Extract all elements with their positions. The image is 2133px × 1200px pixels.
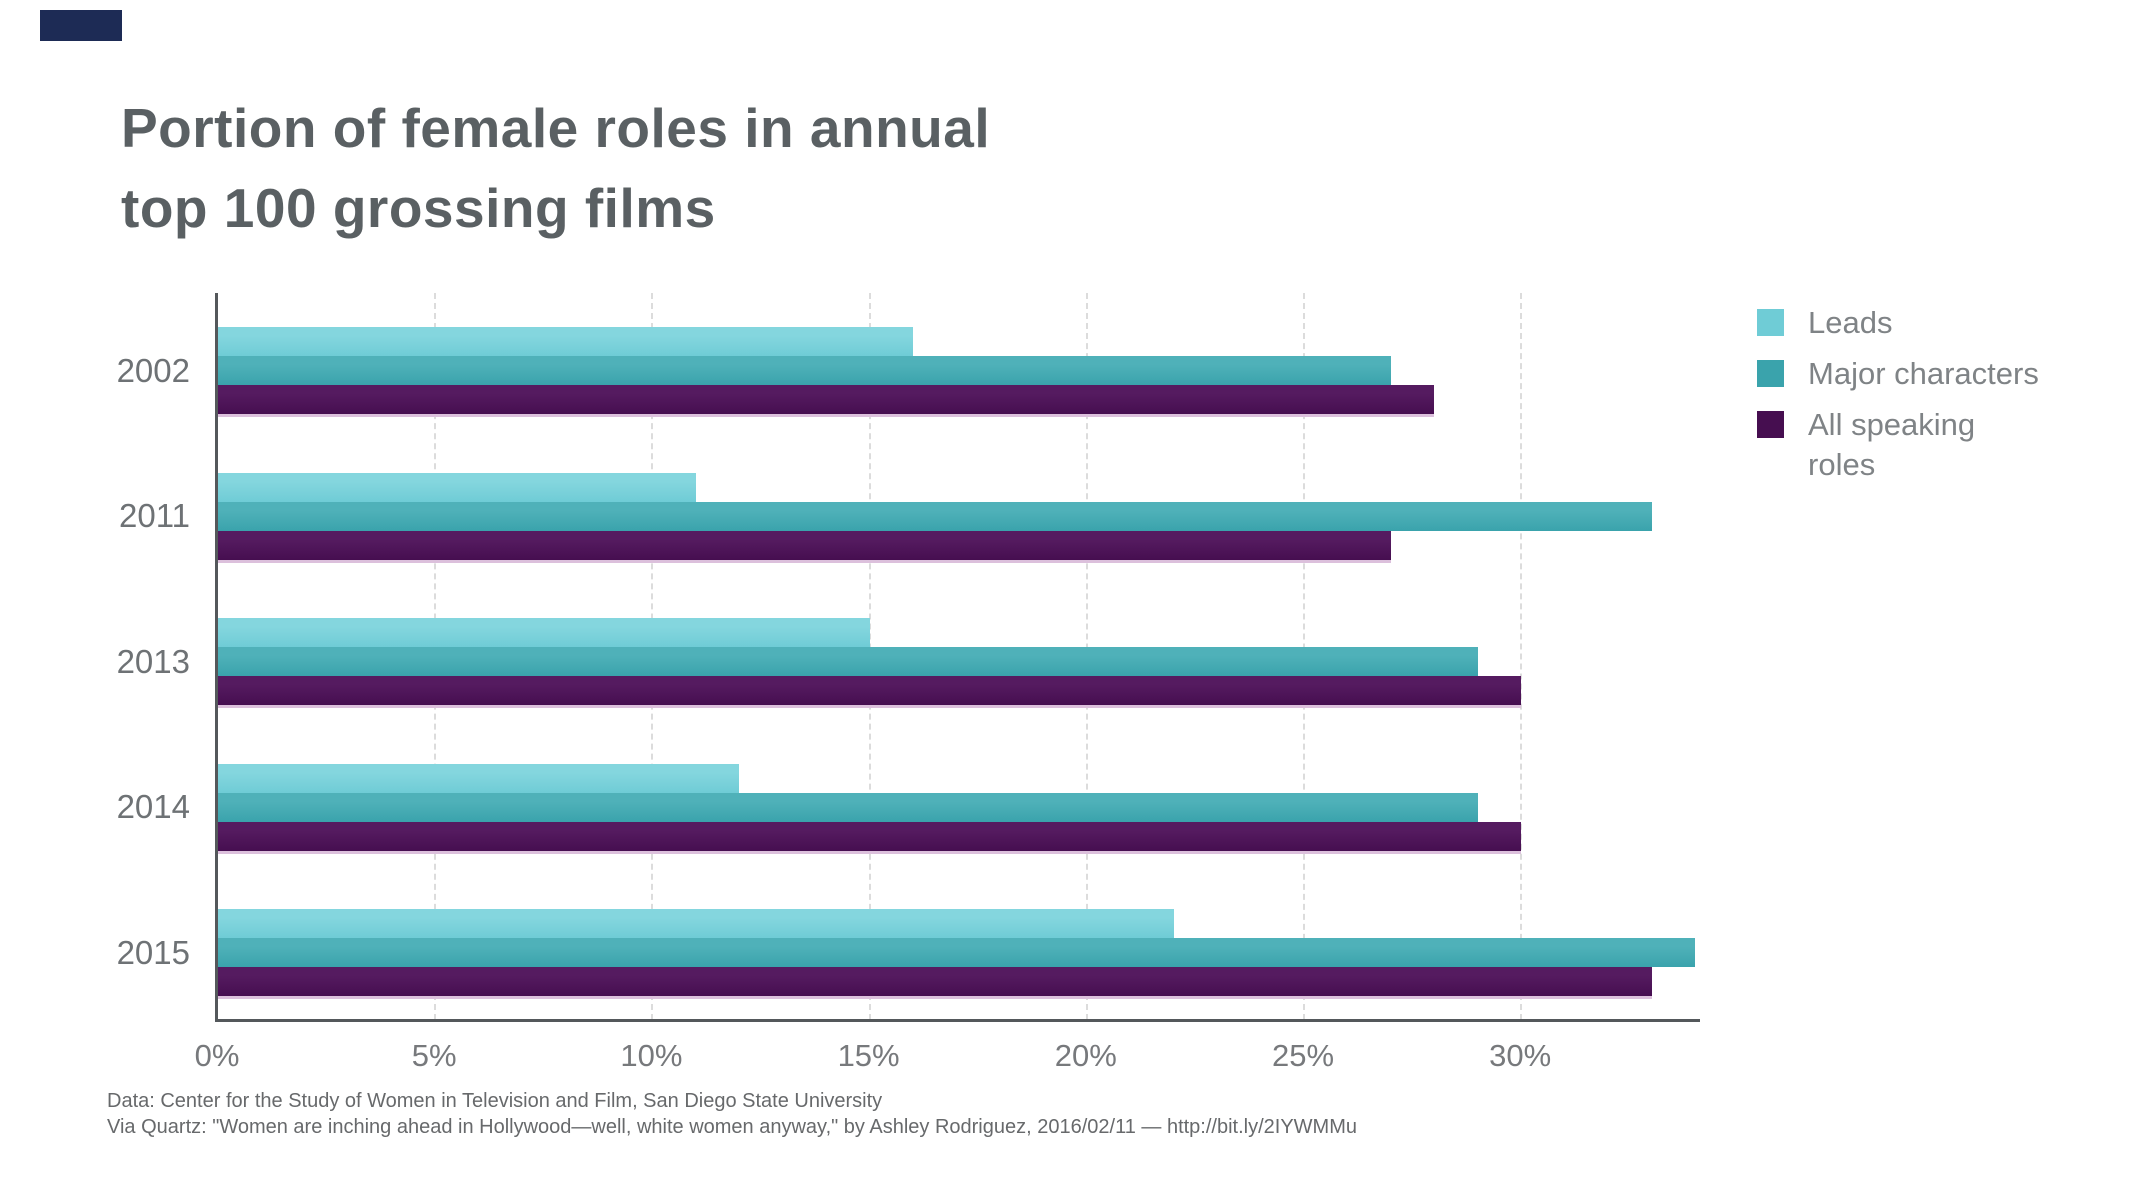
x-tick-label-30pct: 30% <box>1489 1038 1552 1073</box>
corner-accent-rectangle <box>40 10 122 41</box>
chart-legend: Leads Major characters All speaking role… <box>1757 303 2039 496</box>
legend-swatch-leads <box>1757 309 1784 336</box>
legend-label-all-speaking-roles: All speaking roles <box>1808 405 1975 485</box>
legend-label-major-characters: Major characters <box>1808 356 2039 391</box>
bar-2011-all-speaking-roles <box>218 531 1391 560</box>
bar-2014-all-speaking-roles <box>218 822 1521 851</box>
bar-2013-leads <box>218 618 870 647</box>
bar-2011-leads <box>218 473 696 502</box>
source-note-line-2: Via Quartz: "Women are inching ahead in … <box>107 1116 1357 1138</box>
legend-label-all-speaking-line-2: roles <box>1808 447 1876 482</box>
category-label-2011: 2011 <box>119 497 190 534</box>
legend-item-all-speaking-roles: All speaking roles <box>1757 405 2039 485</box>
legend-item-leads: Leads <box>1757 303 2039 343</box>
gridline-30pct <box>1520 293 1523 1020</box>
bar-2013-major-characters <box>218 647 1478 676</box>
bar-2014-leads <box>218 764 739 793</box>
bar-2015-major-characters <box>218 938 1695 967</box>
bar-2015-leads <box>218 909 1174 938</box>
legend-label-leads: Leads <box>1808 305 1893 340</box>
y-axis-line <box>215 293 218 1022</box>
x-axis-line <box>215 1019 1700 1022</box>
bar-2011-major-characters <box>218 502 1652 531</box>
category-label-2014: 2014 <box>116 788 190 825</box>
x-tick-label-5pct: 5% <box>411 1038 457 1073</box>
source-note-line-1: Data: Center for the Study of Women in T… <box>107 1090 883 1112</box>
category-label-2015: 2015 <box>116 934 190 971</box>
bar-2002-all-speaking-roles <box>218 385 1434 414</box>
x-tick-label-15pct: 15% <box>837 1038 900 1073</box>
page-title-line-1: Portion of female roles in annual <box>121 97 991 159</box>
source-note: Data: Center for the Study of Women in T… <box>107 1088 1357 1140</box>
page-title-line-2: top 100 grossing films <box>121 177 716 239</box>
bar-2014-major-characters <box>218 793 1478 822</box>
legend-swatch-all-speaking-roles <box>1757 411 1784 438</box>
bar-2013-all-speaking-roles <box>218 676 1521 705</box>
page-title: Portion of female roles in annual top 10… <box>121 88 990 248</box>
legend-label-all-speaking-line-1: All speaking <box>1808 407 1976 442</box>
category-label-2013: 2013 <box>116 643 190 680</box>
x-tick-label-20pct: 20% <box>1054 1038 1117 1073</box>
bar-2002-major-characters <box>218 356 1391 385</box>
category-label-2002: 2002 <box>116 352 190 389</box>
x-tick-label-10pct: 10% <box>620 1038 683 1073</box>
legend-item-major-characters: Major characters <box>1757 354 2039 394</box>
bar-2015-all-speaking-roles <box>218 967 1652 996</box>
bar-2002-leads <box>218 327 913 356</box>
x-tick-label-25pct: 25% <box>1271 1038 1335 1073</box>
x-tick-label-0pct: 0% <box>194 1038 240 1073</box>
legend-swatch-major-characters <box>1757 360 1784 387</box>
